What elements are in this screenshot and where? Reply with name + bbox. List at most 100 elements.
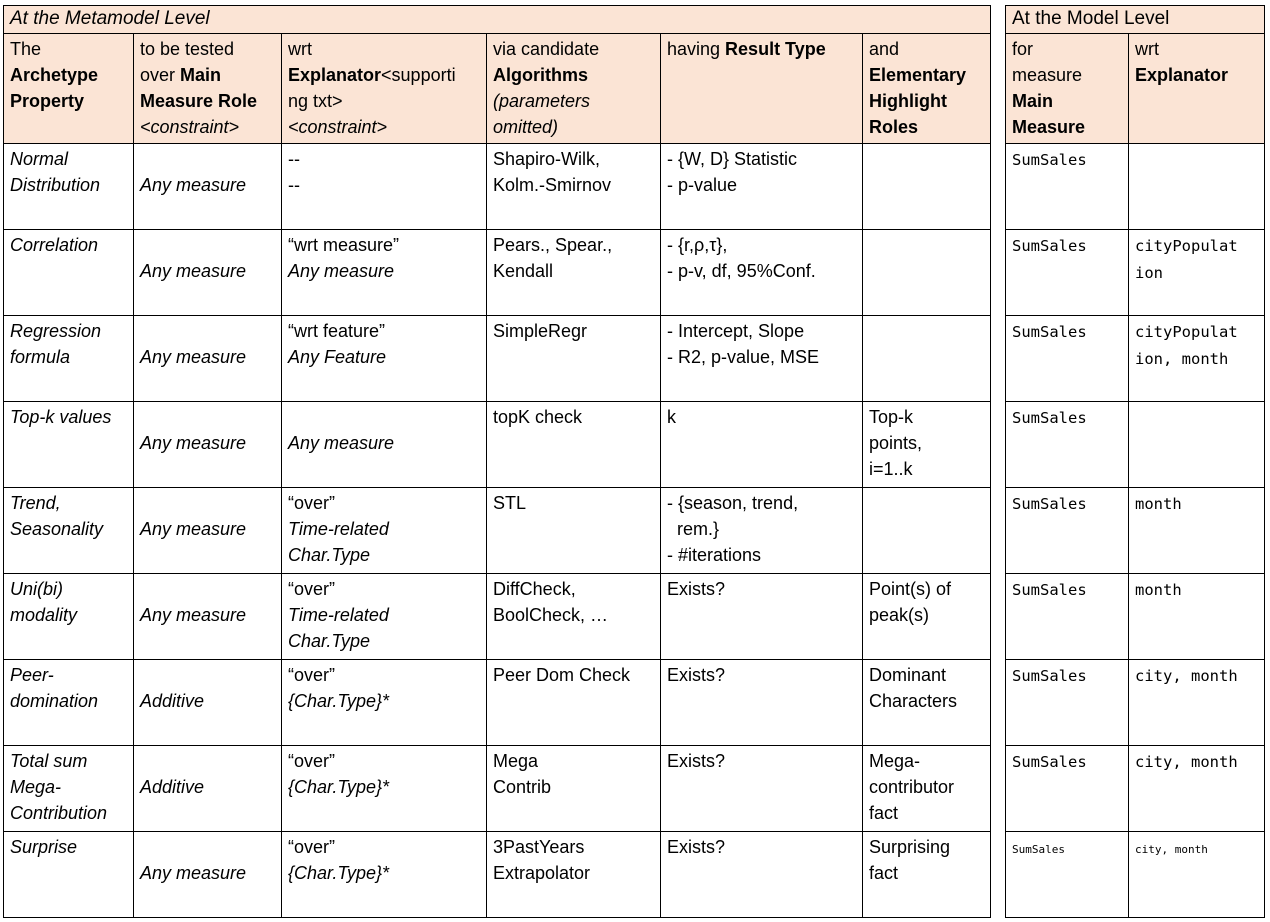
text-segment: fact	[869, 863, 899, 883]
cell-line: Regression	[10, 318, 127, 344]
model-cell-r0-c1	[1128, 143, 1265, 230]
text-segment: DiffCheck,	[493, 579, 576, 599]
cell-line: “over”	[288, 576, 480, 602]
text-segment: Archetype	[10, 65, 99, 85]
cell-line: over Main	[140, 62, 275, 88]
text-segment: Mega-	[869, 751, 921, 771]
cell-line: SumSales	[1012, 662, 1122, 689]
cell-line: Any measure	[140, 430, 275, 456]
cell-line: rem.}	[667, 516, 856, 542]
text-segment: and	[869, 39, 900, 59]
cell-line: Elementary	[869, 62, 984, 88]
text-segment: Any measure	[140, 519, 247, 539]
text-segment: - {W, D} Statistic	[667, 149, 798, 169]
model-cell-r4-c1: month	[1128, 487, 1265, 574]
text-segment: - p-v, df, 95%Conf.	[667, 261, 816, 281]
metamodel-cell-r1-c3: Pears., Spear., Kendall	[486, 229, 661, 316]
cell-line: - p-value	[667, 172, 856, 198]
cell-line: k	[667, 404, 856, 430]
metamodel-cell-r3-c2: Any measure	[281, 401, 487, 488]
metamodel-cell-r7-c3: Mega Contrib	[486, 745, 661, 832]
text-segment: city, month	[1135, 667, 1238, 685]
cell-line	[140, 490, 275, 516]
cell-line: formula	[10, 344, 127, 370]
text-segment: Kendall	[493, 261, 554, 281]
text-segment: Char.Type	[288, 545, 371, 565]
cell-line: having Result Type	[667, 36, 856, 62]
text-segment: i=1..k	[869, 459, 913, 479]
metamodel-cell-r2-c1: Any measure	[133, 315, 282, 402]
metamodel-cell-r7-c4: Exists?	[660, 745, 863, 832]
cell-line: ion, month	[1135, 345, 1258, 372]
text-segment: SumSales	[1012, 409, 1087, 427]
cell-line: - {r,ρ,τ},	[667, 232, 856, 258]
metamodel-cell-r8-c2: “over” {Char.Type}*	[281, 831, 487, 918]
cell-line: {Char.Type}*	[288, 860, 480, 886]
metamodel-table: At the Metamodel Level The Archetype Proper…	[3, 5, 991, 918]
model-cell-r6-c1: city, month	[1128, 659, 1265, 746]
cell-line: <constraint>	[140, 114, 275, 140]
model-cell-r1-c0: SumSales	[1005, 229, 1129, 316]
cell-line: - R2, p-value, MSE	[667, 344, 856, 370]
cell-line: modality	[10, 602, 127, 628]
cell-line: Dominant	[869, 662, 984, 688]
text-segment: cityPopulat	[1135, 323, 1238, 341]
cell-line: cityPopulat	[1135, 232, 1258, 259]
text-segment: Any measure	[140, 175, 247, 195]
text-segment: rem.}	[667, 519, 720, 539]
text-segment: modality	[10, 605, 78, 625]
cell-line: BoolCheck, …	[493, 602, 654, 628]
cell-line: Peer-	[10, 662, 127, 688]
text-segment: Char.Type	[288, 631, 371, 651]
model-row-7: SumSales city, month	[1005, 745, 1265, 832]
metamodel-cell-r4-c0: Trend, Seasonality	[3, 487, 134, 574]
cell-line: Mega-	[869, 748, 984, 774]
cell-line: via candidate	[493, 36, 654, 62]
cell-line: Surprise	[10, 834, 127, 860]
cell-line: “over”	[288, 834, 480, 860]
text-segment: Top-k	[869, 407, 914, 427]
metamodel-cell-r1-c0: Correlation	[3, 229, 134, 316]
metamodel-row-8: Surprise Any measure “over” {Char.Type}* 3P…	[3, 831, 991, 918]
cell-line: Measure	[1012, 114, 1122, 140]
metamodel-cell-r3-c5: Top-k points, i=1..k	[862, 401, 991, 488]
text-segment: month	[1135, 581, 1182, 599]
cell-line: “wrt measure”	[288, 232, 480, 258]
text-segment: Exists?	[667, 837, 726, 857]
text-segment: Mega-	[10, 777, 62, 797]
cell-line: city, month	[1135, 748, 1258, 775]
metamodel-cell-r0-c3: Shapiro-Wilk, Kolm.-Smirnov	[486, 143, 661, 230]
metamodel-cell-r1-c4: - {r,ρ,τ}, - p-v, df, 95%Conf.	[660, 229, 863, 316]
cell-line: Time-related	[288, 516, 480, 542]
text-segment: “over”	[288, 665, 336, 685]
cell-line: Normal	[10, 146, 127, 172]
text-segment: “over”	[288, 751, 336, 771]
text-segment: - Intercept, Slope	[667, 321, 805, 341]
text-segment: Extrapolator	[493, 863, 591, 883]
text-segment: Correlation	[10, 235, 99, 255]
cell-line: SumSales	[1012, 576, 1122, 603]
model-row-2: SumSales cityPopulat ion, month	[1005, 315, 1265, 402]
metamodel-cell-r4-c2: “over” Time-related Char.Type	[281, 487, 487, 574]
model-cell-r5-c0: SumSales	[1005, 573, 1129, 660]
cell-line	[140, 404, 275, 430]
cell-line: SumSales	[1012, 318, 1122, 345]
metamodel-cell-r6-c5: Dominant Characters	[862, 659, 991, 746]
cell-line: SumSales	[1012, 146, 1122, 173]
text-segment: SumSales	[1012, 753, 1087, 771]
cell-line: measure	[1012, 62, 1122, 88]
metamodel-cell-r5-c2: “over” Time-related Char.Type	[281, 573, 487, 660]
text-segment: Top-k values	[10, 407, 112, 427]
cell-line: DiffCheck,	[493, 576, 654, 602]
text-segment: Peer-	[10, 665, 54, 685]
cell-line: points,	[869, 430, 984, 456]
text-segment: SumSales	[1012, 495, 1087, 513]
cell-line	[140, 576, 275, 602]
metamodel-cell-r7-c2: “over” {Char.Type}*	[281, 745, 487, 832]
text-segment: Surprise	[10, 837, 78, 857]
metamodel-row-5: Uni(bi) modality Any measure “over” Time-re…	[3, 573, 991, 660]
cell-line: Any measure	[288, 430, 480, 456]
cell-line: STL	[493, 490, 654, 516]
metamodel-cell-r1-c1: Any measure	[133, 229, 282, 316]
metamodel-cell-r6-c0: Peer-domination	[3, 659, 134, 746]
